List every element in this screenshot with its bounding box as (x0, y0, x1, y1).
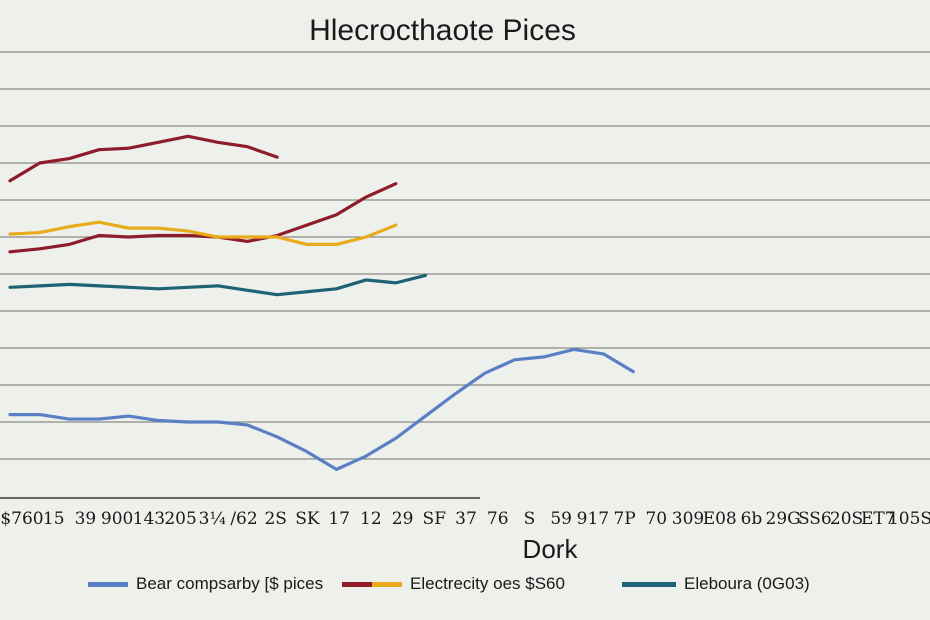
x-tick-label: 59 (550, 509, 572, 529)
series-line-2 (8, 182, 398, 254)
legend-swatch (88, 582, 128, 587)
legend-label: Bear compsarby [$ pices (136, 574, 324, 593)
x-tick-label: 12 (360, 509, 382, 529)
x-tick-label: 105S (888, 509, 930, 529)
x-tick-label: 917 (577, 509, 609, 529)
chart-title: Hlecrocthaote Pices (309, 14, 576, 47)
series-line-3 (8, 220, 398, 246)
legend-swatch (372, 582, 402, 587)
x-tick-label: S (524, 509, 536, 529)
series-line-1 (8, 134, 279, 183)
legend-swatch (622, 582, 676, 587)
x-tick-label: ET7 (861, 509, 896, 529)
legend: Bear compsarby [$ pices Electrecity oes $… (0, 568, 930, 604)
x-tick-label: 29 (392, 509, 414, 529)
x-tick-label: 309 (672, 509, 704, 529)
x-tick-label: 6b (741, 509, 763, 529)
x-tick-label: 3¼ (199, 509, 226, 529)
legend-swatch (342, 582, 372, 587)
x-tick-label: 70 (645, 509, 667, 529)
legend-label: Electrecity oes $S60 (410, 574, 565, 593)
grid-lines (0, 51, 930, 499)
x-tick-label: 29G (766, 509, 801, 529)
x-tick-label: 2S (264, 509, 286, 529)
x-axis-label: Dork (522, 534, 578, 564)
x-tick-label: 76 (487, 509, 509, 529)
x-tick-label: E08 (703, 509, 737, 529)
series-lines (8, 134, 635, 471)
x-tick-label: 37 (455, 509, 477, 529)
series-line-4 (8, 273, 428, 297)
x-tick-labels: $760 15 39 900 143 205 3¼/62 2S SK 17 12 29 SF 37 76 S 5… (0, 509, 930, 529)
x-tick-label: $760 (0, 509, 43, 529)
x-tick-label: SF (423, 509, 447, 529)
x-tick-label: 7P (613, 509, 635, 529)
series-line-0 (8, 347, 635, 471)
x-tick-label: /62 (230, 509, 257, 529)
x-tick-label: SS6 (798, 509, 832, 529)
x-tick-label: 900 (101, 509, 133, 529)
x-tick-label: 39 (75, 509, 97, 529)
x-tick-label: 205 (164, 509, 196, 529)
x-tick-label: 20S (830, 509, 863, 529)
x-tick-label: SK (295, 509, 320, 529)
x-tick-label: 17 (328, 509, 350, 529)
x-tick-label: 15 (43, 509, 65, 529)
legend-label: Eleboura (0G03) (684, 574, 810, 593)
x-tick-label: 143 (133, 509, 165, 529)
